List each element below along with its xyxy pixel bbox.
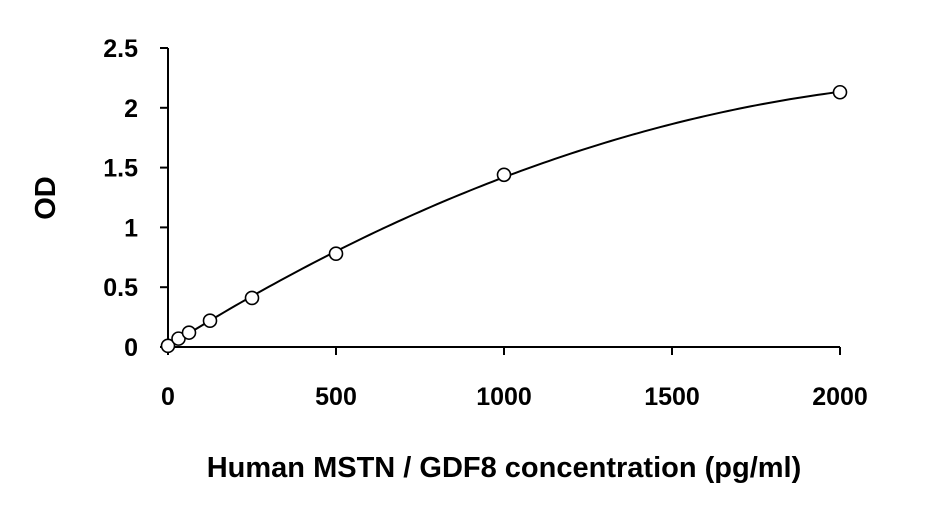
data-point <box>202 313 218 328</box>
x-tick-label: 2000 <box>812 383 868 411</box>
y-tick-label: 1.5 <box>103 155 138 183</box>
data-points <box>160 84 848 354</box>
x-tick-label: 500 <box>315 383 357 411</box>
data-point <box>181 325 197 340</box>
data-point <box>160 338 176 354</box>
y-tick-label: 2 <box>124 95 138 123</box>
data-point <box>244 290 260 306</box>
data-point <box>328 246 344 262</box>
x-tick-label: 1000 <box>476 383 532 411</box>
data-point <box>832 84 848 100</box>
x-ticks: 0 500 1000 1500 2000 <box>161 347 868 411</box>
x-axis-title: Human MSTN / GDF8 concentration (pg/ml) <box>207 452 802 484</box>
x-tick-label: 0 <box>161 383 175 411</box>
y-tick-label: 2.5 <box>103 35 138 63</box>
y-tick-label: 1 <box>124 214 138 242</box>
y-tick-label: 0 <box>124 334 138 362</box>
y-axis-title: OD <box>30 176 62 220</box>
y-ticks: 0 0.5 1 1.5 2 2.5 <box>103 35 168 362</box>
data-point <box>496 167 512 183</box>
fit-curve <box>167 90 841 348</box>
x-tick-label: 1500 <box>644 383 700 411</box>
plot-area: 0 0.5 1 1.5 2 2.5 0 500 1000 1500 2000 <box>103 35 868 411</box>
y-tick-label: 0.5 <box>103 274 138 302</box>
